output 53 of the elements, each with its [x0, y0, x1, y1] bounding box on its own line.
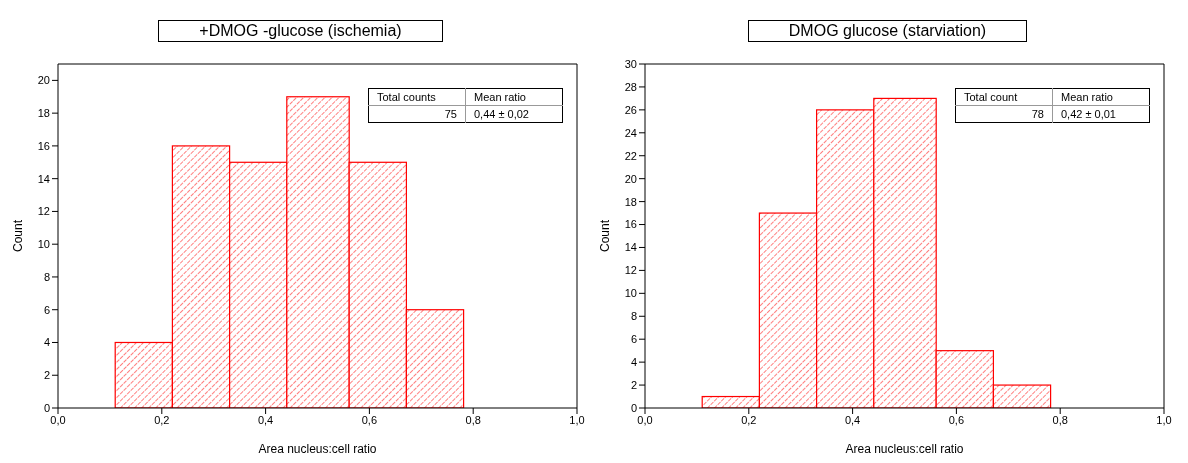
y-tick-label: 20 [624, 172, 637, 185]
y-tick-label: 18 [624, 195, 637, 208]
chart-title: DMOG glucose (starviation) [747, 19, 1028, 42]
x-tick-label: 0,4 [257, 413, 274, 426]
x-tick-label: 0,8 [465, 413, 481, 426]
y-tick-label: 20 [37, 74, 50, 87]
y-tick-label: 16 [624, 218, 637, 231]
y-tick-label: 18 [37, 107, 50, 120]
x-tick-label: 0,0 [637, 413, 653, 426]
annotation: Total counts [368, 88, 466, 106]
y-tick-label: 4 [630, 356, 637, 369]
x-tick-label: 0,6 [948, 413, 965, 426]
chart-title: +DMOG -glucose (ischemia) [158, 19, 443, 42]
annotation: Mean ratio [1052, 88, 1150, 106]
y-tick-label: 8 [630, 310, 637, 323]
annotation: 0,44 ± 0,02 [473, 107, 530, 122]
x-tick-label: 1,0 [569, 413, 585, 426]
x-tick-label: 0,4 [844, 413, 861, 426]
y-tick-label: 14 [37, 172, 50, 185]
x-tick-label: 0,0 [50, 413, 66, 426]
annotation: Total count [955, 88, 1053, 106]
annotation: Mean ratio [465, 88, 563, 106]
y-tick-label: 0 [630, 401, 637, 414]
y-tick-label: 2 [630, 378, 637, 391]
y-tick-label: 10 [37, 238, 50, 251]
y-tick-label: 26 [624, 103, 637, 116]
annotation: 78 [955, 105, 1053, 123]
y-axis-title: Count [598, 219, 613, 253]
x-tick-label: 0,8 [1052, 413, 1068, 426]
y-axis-title: Count [11, 219, 26, 253]
annotation: 75 [368, 105, 466, 123]
y-tick-label: 12 [624, 264, 637, 277]
y-tick-label: 2 [43, 369, 50, 382]
y-tick-label: 24 [624, 126, 637, 139]
y-tick-label: 30 [624, 57, 637, 70]
x-tick-label: 0,6 [361, 413, 378, 426]
y-tick-label: 6 [630, 333, 637, 346]
y-tick-label: 8 [43, 270, 50, 283]
annotation: 0,42 ± 0,01 [1060, 107, 1117, 122]
y-tick-label: 12 [37, 205, 50, 218]
x-tick-label: 0,2 [741, 413, 757, 426]
y-tick-label: 6 [43, 303, 50, 316]
y-tick-label: 16 [37, 139, 50, 152]
x-axis-title: Area nucleus:cell ratio [845, 442, 964, 456]
y-tick-label: 4 [43, 336, 50, 349]
y-tick-label: 28 [624, 80, 637, 93]
y-tick-label: 10 [624, 287, 637, 300]
x-axis-title: Area nucleus:cell ratio [258, 442, 377, 456]
y-tick-label: 14 [624, 241, 637, 254]
y-tick-label: 0 [43, 401, 50, 414]
x-tick-label: 1,0 [1156, 413, 1172, 426]
x-tick-label: 0,2 [154, 413, 170, 426]
y-tick-label: 22 [624, 149, 637, 162]
